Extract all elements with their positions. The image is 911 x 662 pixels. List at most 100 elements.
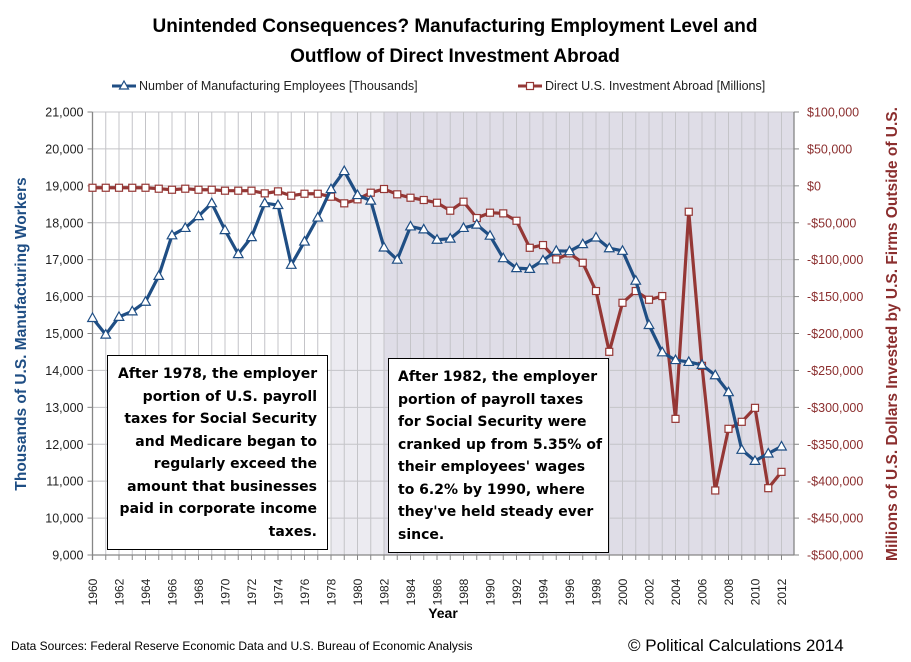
data-point-investment — [432, 198, 442, 207]
annotation-1978-line: regularly exceed the — [153, 456, 317, 472]
x-tick-label: 1988 — [457, 578, 471, 605]
data-point-employees — [722, 385, 735, 397]
x-tick-label: 1970 — [219, 578, 233, 605]
left-tick-label: 11,000 — [46, 475, 83, 489]
data-point-investment — [114, 183, 124, 192]
left-tick-label: 15,000 — [45, 327, 83, 341]
annotation-1978: After 1978, the employer portion of U.S.… — [107, 355, 328, 550]
data-point-investment — [247, 186, 256, 195]
x-tick-label: 1994 — [537, 578, 551, 605]
x-tick-label: 1984 — [404, 578, 418, 605]
data-point-investment — [512, 216, 521, 225]
right-tick-label: $0 — [807, 179, 821, 193]
left-tick-label: 13,000 — [45, 401, 83, 415]
data-point-investment — [300, 189, 309, 198]
annotation-1978-line: and Medicare began to — [135, 433, 317, 450]
legend-item-investment: Direct U.S. Investment Abroad [Millions] — [518, 79, 765, 93]
x-tick-label: 1962 — [113, 578, 127, 605]
right-tick-label: -$300,000 — [807, 401, 863, 415]
chart-title-line-2: Outflow of Direct Investment Abroad — [290, 46, 620, 67]
data-point-employees — [391, 253, 404, 264]
data-point-employees — [166, 229, 178, 240]
data-point-employees — [537, 254, 549, 265]
data-point-investment — [406, 193, 415, 202]
data-point-investment — [273, 187, 283, 196]
left-tick-label: 12,000 — [45, 438, 83, 452]
data-point-investment — [711, 486, 720, 495]
data-point-employees — [285, 258, 298, 269]
data-point-employees — [126, 305, 139, 316]
data-point-investment — [340, 199, 349, 208]
x-tick-label: 2000 — [616, 578, 630, 605]
x-tick-label: 1960 — [86, 578, 100, 605]
data-point-employees — [775, 440, 788, 451]
data-point-employees — [510, 261, 523, 273]
x-axis-title: Year — [428, 605, 458, 621]
annotation-1978-line: taxes for Social Security — [124, 411, 317, 427]
x-tick-label: 1972 — [245, 578, 259, 605]
legend-label-investment: Direct U.S. Investment Abroad [Millions] — [545, 79, 765, 93]
right-tick-label: $100,000 — [807, 106, 859, 120]
data-point-employees — [682, 355, 695, 367]
annotation-1978-line: paid in corporate income — [119, 501, 317, 517]
data-point-employees — [219, 223, 231, 235]
right-tick-label: -$450,000 — [807, 512, 863, 526]
data-point-employees — [325, 182, 337, 194]
legend-item-employees: Number of Manufacturing Employees [Thous… — [112, 79, 418, 93]
axes — [87, 111, 799, 560]
left-tick-label: 17,000 — [45, 253, 83, 267]
data-point-investment — [128, 183, 137, 192]
data-point-investment — [552, 255, 561, 264]
right-tick-label: -$200,000 — [807, 327, 863, 341]
data-point-employees — [311, 211, 324, 222]
right-tick-label: -$500,000 — [807, 549, 863, 563]
right-tick-label: -$350,000 — [807, 438, 863, 452]
data-point-employees — [749, 454, 761, 465]
data-point-employees — [86, 311, 99, 323]
right-tick-label: $50,000 — [807, 142, 852, 156]
data-point-employees — [378, 241, 390, 252]
x-tick-label: 1974 — [272, 578, 286, 605]
data-point-investment — [777, 467, 786, 476]
data-point-investment — [287, 191, 296, 200]
left-tick-label: 21,000 — [45, 106, 83, 120]
data-point-investment — [538, 240, 548, 250]
data-point-investment — [658, 291, 667, 301]
annotation-1982-line: for Social Security were — [398, 414, 587, 430]
chart-title-line-1: Unintended Consequences? Manufacturing E… — [153, 16, 758, 37]
data-point-employees — [258, 196, 271, 208]
data-point-investment — [154, 184, 163, 193]
data-point-investment — [459, 197, 468, 206]
x-tick-label: 2004 — [669, 578, 683, 605]
data-point-employees — [99, 328, 112, 339]
data-point-investment — [750, 403, 760, 412]
x-tick-label: 2006 — [696, 578, 710, 605]
right-tick-label: -$400,000 — [807, 475, 863, 489]
data-point-employees — [696, 358, 708, 369]
data-point-employees — [590, 231, 602, 242]
data-point-investment — [684, 207, 693, 216]
data-point-investment — [578, 258, 587, 267]
annotation-1982-line: their employees' wages — [398, 459, 586, 475]
left-tick-label: 16,000 — [45, 290, 83, 304]
data-point-investment — [313, 189, 322, 198]
right-axis-ticks: $100,000 $50,000 $0 -$50,000 -$100,000 -$150,… — [807, 106, 863, 563]
copyright-credit: © Political Calculations 2014 — [628, 636, 844, 655]
x-tick-label: 1978 — [325, 578, 339, 605]
data-point-investment — [101, 183, 110, 192]
annotation-1982-line: After 1982, the employer — [398, 369, 598, 385]
right-tick-label: -$250,000 — [807, 364, 863, 378]
data-point-employees — [735, 443, 748, 454]
data-point-employees — [497, 251, 510, 263]
data-point-investment — [525, 243, 534, 252]
right-axis-title: Millions of U.S. Dollars Invested by U.S… — [884, 107, 901, 561]
x-tick-label: 1992 — [510, 578, 524, 605]
data-point-employees — [656, 346, 669, 357]
series-employees — [86, 164, 788, 465]
data-point-employees — [470, 218, 483, 229]
data-point-investment — [644, 295, 654, 304]
data-point-investment — [737, 417, 746, 426]
annotation-1978-line: After 1978, the employer — [118, 366, 318, 382]
triangle-marker-icon — [118, 79, 130, 90]
